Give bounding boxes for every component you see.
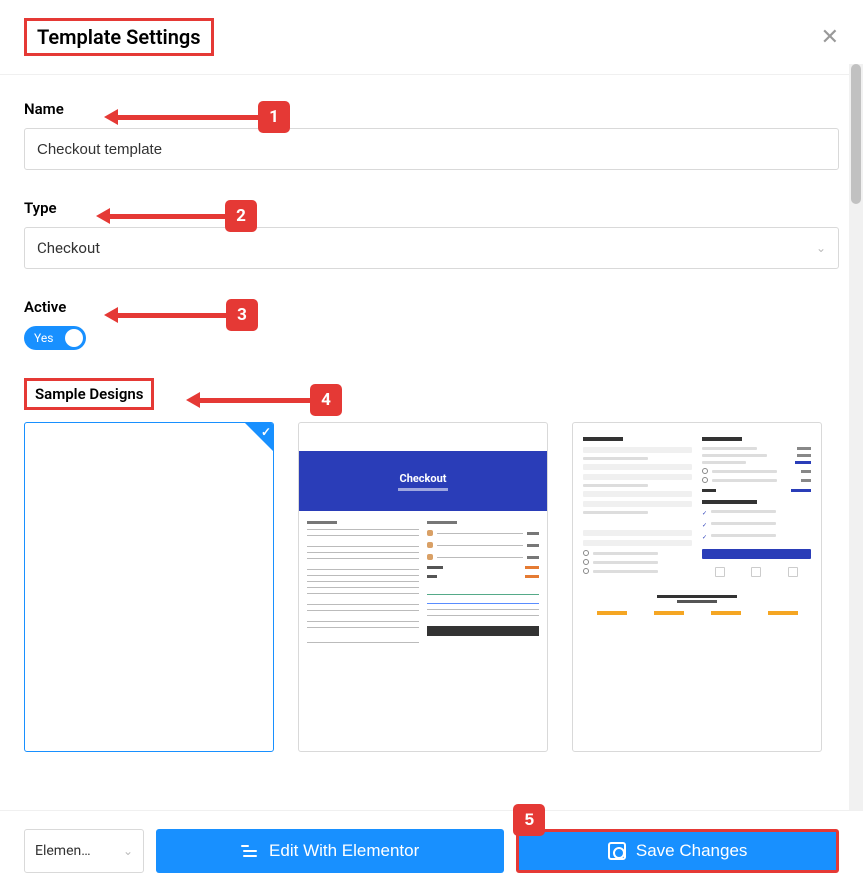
field-name: Name 1 xyxy=(24,99,839,170)
type-select[interactable]: Checkout ⌄ xyxy=(24,227,839,269)
name-label: Name xyxy=(24,100,64,118)
chevron-down-icon: ⌄ xyxy=(123,844,133,858)
type-value: Checkout xyxy=(37,239,100,257)
active-toggle[interactable]: Yes xyxy=(24,326,86,350)
save-button-label: Save Changes xyxy=(636,841,748,861)
toggle-knob xyxy=(65,329,83,347)
page-builder-select[interactable]: Elemen… ⌄ xyxy=(24,829,144,873)
modal-header: Template Settings ✕ xyxy=(0,0,863,75)
edit-with-elementor-button[interactable]: Edit With Elementor xyxy=(156,829,504,873)
annotation-badge-4: 4 xyxy=(310,384,342,416)
save-icon xyxy=(608,842,626,860)
field-type: Type 2 Checkout ⌄ xyxy=(24,198,839,269)
elementor-icon xyxy=(241,842,259,860)
close-icon[interactable]: ✕ xyxy=(821,26,839,48)
designs-row: Checkout xyxy=(24,422,839,752)
page-builder-value: Elemen… xyxy=(35,843,91,859)
save-changes-button[interactable]: 5 Save Changes xyxy=(516,829,839,873)
edit-button-label: Edit With Elementor xyxy=(269,841,419,861)
annotation-badge-5: 5 xyxy=(513,804,545,836)
name-input[interactable] xyxy=(24,128,839,170)
modal-title: Template Settings xyxy=(24,18,214,56)
active-label: Active xyxy=(24,298,66,316)
annotation-badge-3: 3 xyxy=(226,299,258,331)
modal-footer: Elemen… ⌄ Edit With Elementor 5 Save Cha… xyxy=(0,810,863,891)
design-card-blank[interactable] xyxy=(24,422,274,752)
design2-hero-title: Checkout xyxy=(400,472,447,485)
selected-check-icon xyxy=(245,423,273,451)
chevron-down-icon: ⌄ xyxy=(816,241,826,255)
type-label: Type xyxy=(24,199,57,217)
design-card-checkout-blue[interactable]: Checkout xyxy=(298,422,548,752)
design-card-checkout-split[interactable] xyxy=(572,422,822,752)
toggle-text: Yes xyxy=(34,331,53,345)
sample-designs-section: Sample Designs 4 Checkout xyxy=(24,378,839,752)
modal-body: Name 1 Type 2 Checkout ⌄ Active 3 Yes S xyxy=(0,75,863,821)
field-active: Active 3 Yes xyxy=(24,297,839,350)
sample-designs-label: Sample Designs xyxy=(24,378,154,410)
